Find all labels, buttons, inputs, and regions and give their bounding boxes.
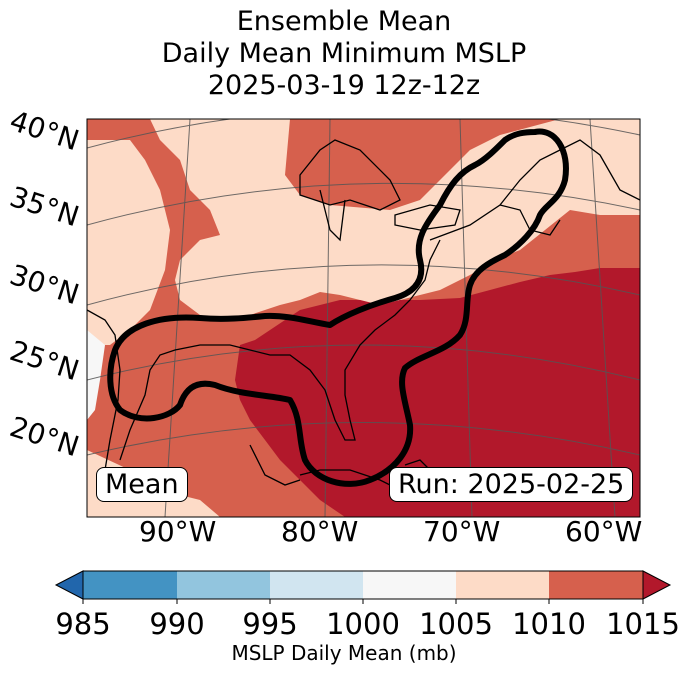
region-1015-plus (235, 268, 640, 517)
lon-label-60: 60°W (565, 515, 643, 548)
region-1000-1005 (87, 330, 105, 420)
colorbar-bin-995-1000 (270, 571, 363, 599)
lon-label-70: 70°W (423, 515, 501, 548)
colorbar-tick-1010: 1010 (512, 607, 586, 641)
title-line-3: 2025-03-19 12z-12z (207, 70, 481, 101)
colorbar-tick-1015: 1015 (606, 607, 680, 641)
colorbar-bin-1010-1015 (549, 571, 643, 599)
map-frame (86, 118, 641, 518)
colorbar-extend-high (642, 570, 672, 600)
mean-label-box: Mean (96, 467, 188, 502)
colorbar-tick-1000: 1000 (326, 607, 400, 641)
colorbar-tick-985: 985 (55, 607, 111, 641)
colorbar-bin-985-990 (83, 571, 177, 599)
colorbar-bin-1000-1005 (363, 571, 456, 599)
run-label-box: Run: 2025-02-25 (389, 467, 634, 502)
contour-outline (107, 128, 569, 487)
colorbar-tick-1005: 1005 (419, 607, 493, 641)
colorbar-extend-low (54, 570, 84, 600)
title-line-2: Daily Mean Minimum MSLP (161, 38, 527, 69)
lon-label-80: 80°W (281, 515, 359, 548)
colorbar-bin-990-995 (177, 571, 270, 599)
lon-label-90: 90°W (139, 515, 217, 548)
title-line-1: Ensemble Mean (236, 6, 452, 37)
colorbar-tick-995: 995 (242, 607, 298, 641)
colorbar-tick-990: 990 (149, 607, 205, 641)
region-1005-1010-west (87, 140, 170, 345)
colorbar-label: MSLP Daily Mean (mb) (231, 641, 457, 665)
colorbar-bin-1005-1010 (456, 571, 549, 599)
